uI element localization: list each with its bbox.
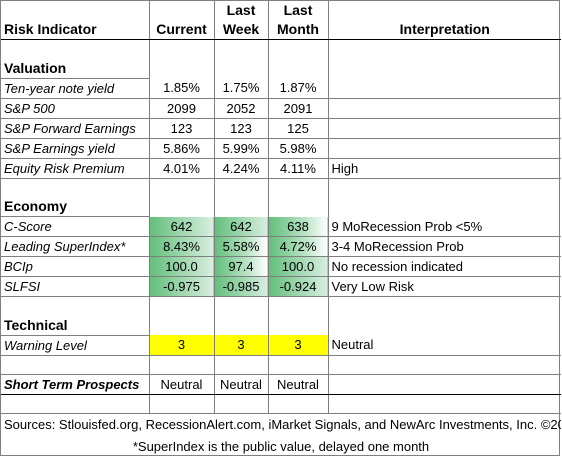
header-row: Risk Indicator Current Week Month Interp… [1,20,561,40]
interpretation-value [327,78,561,99]
row-label: SLFSI [1,276,149,297]
last-week-value: -0.985 [213,276,268,297]
last-month-value: 1.87% [267,78,328,99]
interpretation-value: High [327,158,561,179]
current-value: Neutral [148,373,214,395]
current-value: -0.975 [148,276,214,297]
table-row: S&P 500 2099 2052 2091 [1,98,561,119]
row-label: Ten-year note yield [1,78,149,99]
table-row: S&P Earnings yield 5.86% 5.99% 5.98% [1,138,561,159]
row-label: BCIp [1,256,149,277]
spacer-row [1,39,561,59]
table-row: Equity Risk Premium 4.01% 4.24% 4.11% Hi… [1,158,561,179]
last-month-value: 638 [267,216,328,237]
last-month-value: 100.0 [267,256,328,277]
row-label: Short Term Prospects [1,373,149,395]
current-value: 3 [148,335,214,356]
header-row-top: Last Last [1,1,561,20]
table-row: Leading SuperIndex* 8.43% 5.58% 4.72% 3-… [1,236,561,257]
last-month-value: 4.11% [267,158,328,179]
table-row: C-Score 642 642 638 9 MoRecession Prob <… [1,216,561,237]
last-week-value: 97.4 [213,256,268,277]
section-title-valuation: Valuation [1,58,149,79]
interpretation-value [327,98,561,119]
last-week-value: 123 [213,118,268,139]
last-week-value: 2052 [213,98,268,119]
interpretation-value: No recession indicated [327,256,561,277]
footer-note-row: *SuperIndex is the public value, delayed… [1,435,561,457]
row-label: Equity Risk Premium [1,158,149,179]
current-value: 5.86% [148,138,214,159]
current-value: 100.0 [148,256,214,277]
row-label: C-Score [1,216,149,237]
footer-note: *SuperIndex is the public value, delayed… [132,438,430,454]
current-value: 1.85% [148,78,214,99]
header-last-month-line2: Month [267,20,328,40]
current-value: 642 [148,216,214,237]
row-label: Warning Level [1,335,149,356]
section-technical: Technical [1,315,561,336]
table-row: Warning Level 3 3 3 Neutral [1,335,561,356]
last-month-value: 5.98% [267,138,328,159]
spacer-row [1,178,561,197]
last-week-value: 3 [213,335,268,356]
interpretation-value: 9 MoRecession Prob <5% [327,216,561,237]
last-week-value: 5.58% [213,236,268,257]
current-value: 123 [148,118,214,139]
header-interpretation: Interpretation [327,20,561,40]
prospects-row: Short Term Prospects Neutral Neutral Neu… [1,373,561,395]
last-week-value: 5.99% [213,138,268,159]
last-week-value: 1.75% [213,78,268,99]
row-label: Leading SuperIndex* [1,236,149,257]
footer-sources-row: Sources: Stlouisfed.org, RecessionAlert.… [1,412,561,435]
spacer-row [1,394,561,413]
last-week-value: 642 [213,216,268,237]
table-row: Ten-year note yield 1.85% 1.75% 1.87% [1,78,561,99]
footer-sources: Sources: Stlouisfed.org, RecessionAlert.… [1,412,561,435]
last-month-value: -0.924 [267,276,328,297]
section-valuation: Valuation [1,58,561,79]
current-value: 8.43% [148,236,214,257]
last-week-value: 4.24% [213,158,268,179]
interpretation-value: Very Low Risk [327,276,561,297]
spacer-row [1,296,561,316]
last-month-value: 125 [267,118,328,139]
row-label: S&P 500 [1,98,149,119]
header-last-week-line2: Week [213,20,268,40]
header-current: Current [148,20,214,40]
section-economy: Economy [1,197,561,217]
last-month-value: 4.72% [267,236,328,257]
current-value: 2099 [148,98,214,119]
section-title-economy: Economy [1,197,149,217]
last-month-value: 2091 [267,98,328,119]
row-label: S&P Forward Earnings [1,118,149,139]
section-title-technical: Technical [1,315,149,336]
last-week-value: Neutral [213,373,268,395]
header-last-week-line1: Last [213,1,268,20]
interpretation-value [327,138,561,159]
interpretation-value [327,118,561,139]
header-last-month-line1: Last [267,1,328,20]
current-value: 4.01% [148,158,214,179]
table-row: S&P Forward Earnings 123 123 125 [1,118,561,139]
interpretation-value [327,373,561,395]
spacer-row [1,355,561,374]
table-row: BCIp 100.0 97.4 100.0 No recession indic… [1,256,561,277]
interpretation-value: Neutral [327,335,561,356]
interpretation-value: 3-4 MoRecession Prob [327,236,561,257]
last-month-value: 3 [267,335,328,356]
table-row: SLFSI -0.975 -0.985 -0.924 Very Low Risk [1,276,561,297]
row-label: S&P Earnings yield [1,138,149,159]
header-risk-indicator: Risk Indicator [1,20,149,40]
last-month-value: Neutral [267,373,328,395]
